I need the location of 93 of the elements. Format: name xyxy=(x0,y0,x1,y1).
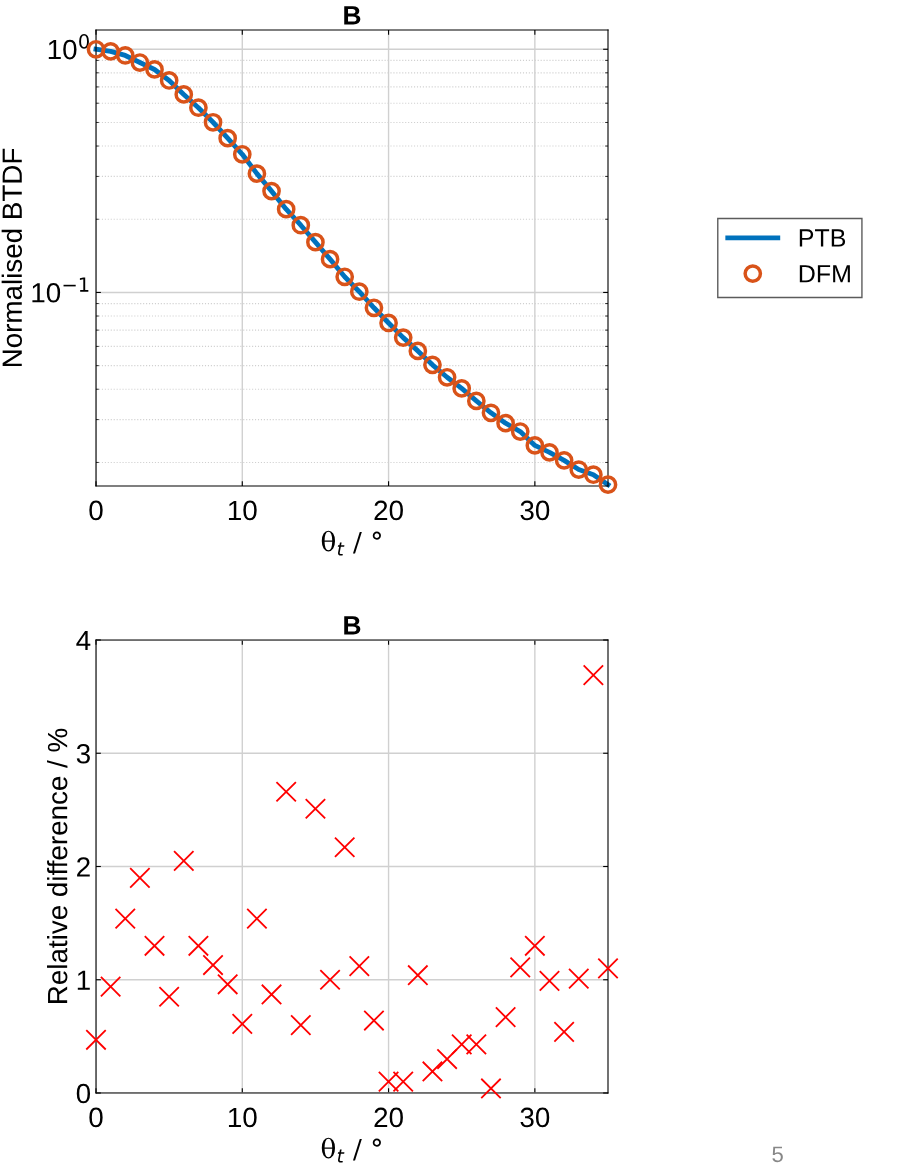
point xyxy=(553,1021,575,1043)
legend-label: DFM xyxy=(799,265,850,283)
point xyxy=(377,1071,400,1093)
point xyxy=(158,986,180,1008)
chart-title: B xyxy=(344,6,361,25)
point xyxy=(509,956,531,978)
point xyxy=(597,957,619,980)
point xyxy=(291,215,311,235)
point xyxy=(187,935,210,957)
point xyxy=(451,1033,473,1055)
point xyxy=(320,249,340,269)
point xyxy=(525,436,545,455)
x-axis-title: θ$_{t}$ / ° xyxy=(321,530,381,556)
point xyxy=(231,1013,253,1035)
point xyxy=(494,1006,517,1028)
point xyxy=(101,42,121,61)
point xyxy=(452,379,472,398)
point xyxy=(538,970,561,992)
point xyxy=(540,442,559,462)
point xyxy=(246,907,268,930)
point xyxy=(423,355,442,375)
y-tick-label: 1 xyxy=(77,970,90,990)
point xyxy=(335,267,355,287)
point xyxy=(583,465,603,485)
point xyxy=(232,144,252,164)
point xyxy=(306,232,325,252)
point xyxy=(304,798,327,820)
point xyxy=(348,955,370,977)
point xyxy=(115,46,135,65)
point xyxy=(275,781,297,803)
y-tick-label: 10$^{−1}$ xyxy=(32,277,89,303)
point xyxy=(319,969,341,991)
point xyxy=(408,341,428,361)
point xyxy=(202,954,224,976)
point xyxy=(85,1029,107,1051)
point xyxy=(393,328,413,347)
point xyxy=(174,85,194,104)
point xyxy=(407,964,429,986)
point xyxy=(173,850,195,872)
y-tick-label: 3 xyxy=(76,743,90,764)
y-tick-label: 0 xyxy=(76,1083,91,1104)
y-tick-label: 2 xyxy=(77,857,90,877)
point xyxy=(598,475,618,495)
text: 5 xyxy=(772,1146,783,1163)
point xyxy=(437,367,457,387)
point xyxy=(130,53,150,72)
y-axis-title: Relative difference / % xyxy=(47,728,68,1003)
x-axis-title: θ$_{t}$ / ° xyxy=(321,1137,381,1163)
x-tick-label: 30 xyxy=(520,500,550,521)
point xyxy=(114,907,136,930)
point xyxy=(480,1077,502,1100)
point xyxy=(481,403,501,423)
y-axis-title: Normalised BTDF xyxy=(1,148,23,367)
point xyxy=(217,973,239,995)
point xyxy=(364,298,384,318)
point xyxy=(554,450,574,470)
point xyxy=(465,1033,487,1055)
x-tick-label: 20 xyxy=(374,500,403,521)
x-tick-label: 10 xyxy=(228,1107,257,1128)
point xyxy=(276,199,296,219)
point xyxy=(262,181,281,201)
chart-title: B xyxy=(344,616,361,635)
point xyxy=(290,1014,312,1036)
legend-label: PTB xyxy=(799,229,846,247)
point xyxy=(436,1048,458,1070)
x-tick-label: 10 xyxy=(228,500,257,521)
point xyxy=(189,98,208,118)
point xyxy=(203,112,223,132)
point xyxy=(218,128,238,148)
point xyxy=(568,967,590,990)
x-tick-label: 20 xyxy=(374,1107,403,1128)
point xyxy=(159,71,179,90)
point xyxy=(363,1009,385,1032)
point xyxy=(349,282,369,302)
point xyxy=(510,422,530,441)
y-tick-label: 4 xyxy=(76,630,91,651)
point xyxy=(145,60,164,79)
y-tick-label: 10$^{0}$ xyxy=(48,34,89,60)
point xyxy=(129,867,151,889)
point xyxy=(421,1060,444,1083)
point xyxy=(582,664,604,686)
x-tick-label: 30 xyxy=(520,1107,550,1128)
point xyxy=(392,1071,414,1093)
point xyxy=(100,975,122,998)
point xyxy=(247,164,267,184)
point xyxy=(466,391,486,411)
point xyxy=(496,413,515,433)
point xyxy=(260,983,283,1006)
point xyxy=(569,460,589,479)
point xyxy=(524,935,546,957)
point xyxy=(334,836,356,858)
point xyxy=(379,313,398,333)
point xyxy=(143,935,166,957)
